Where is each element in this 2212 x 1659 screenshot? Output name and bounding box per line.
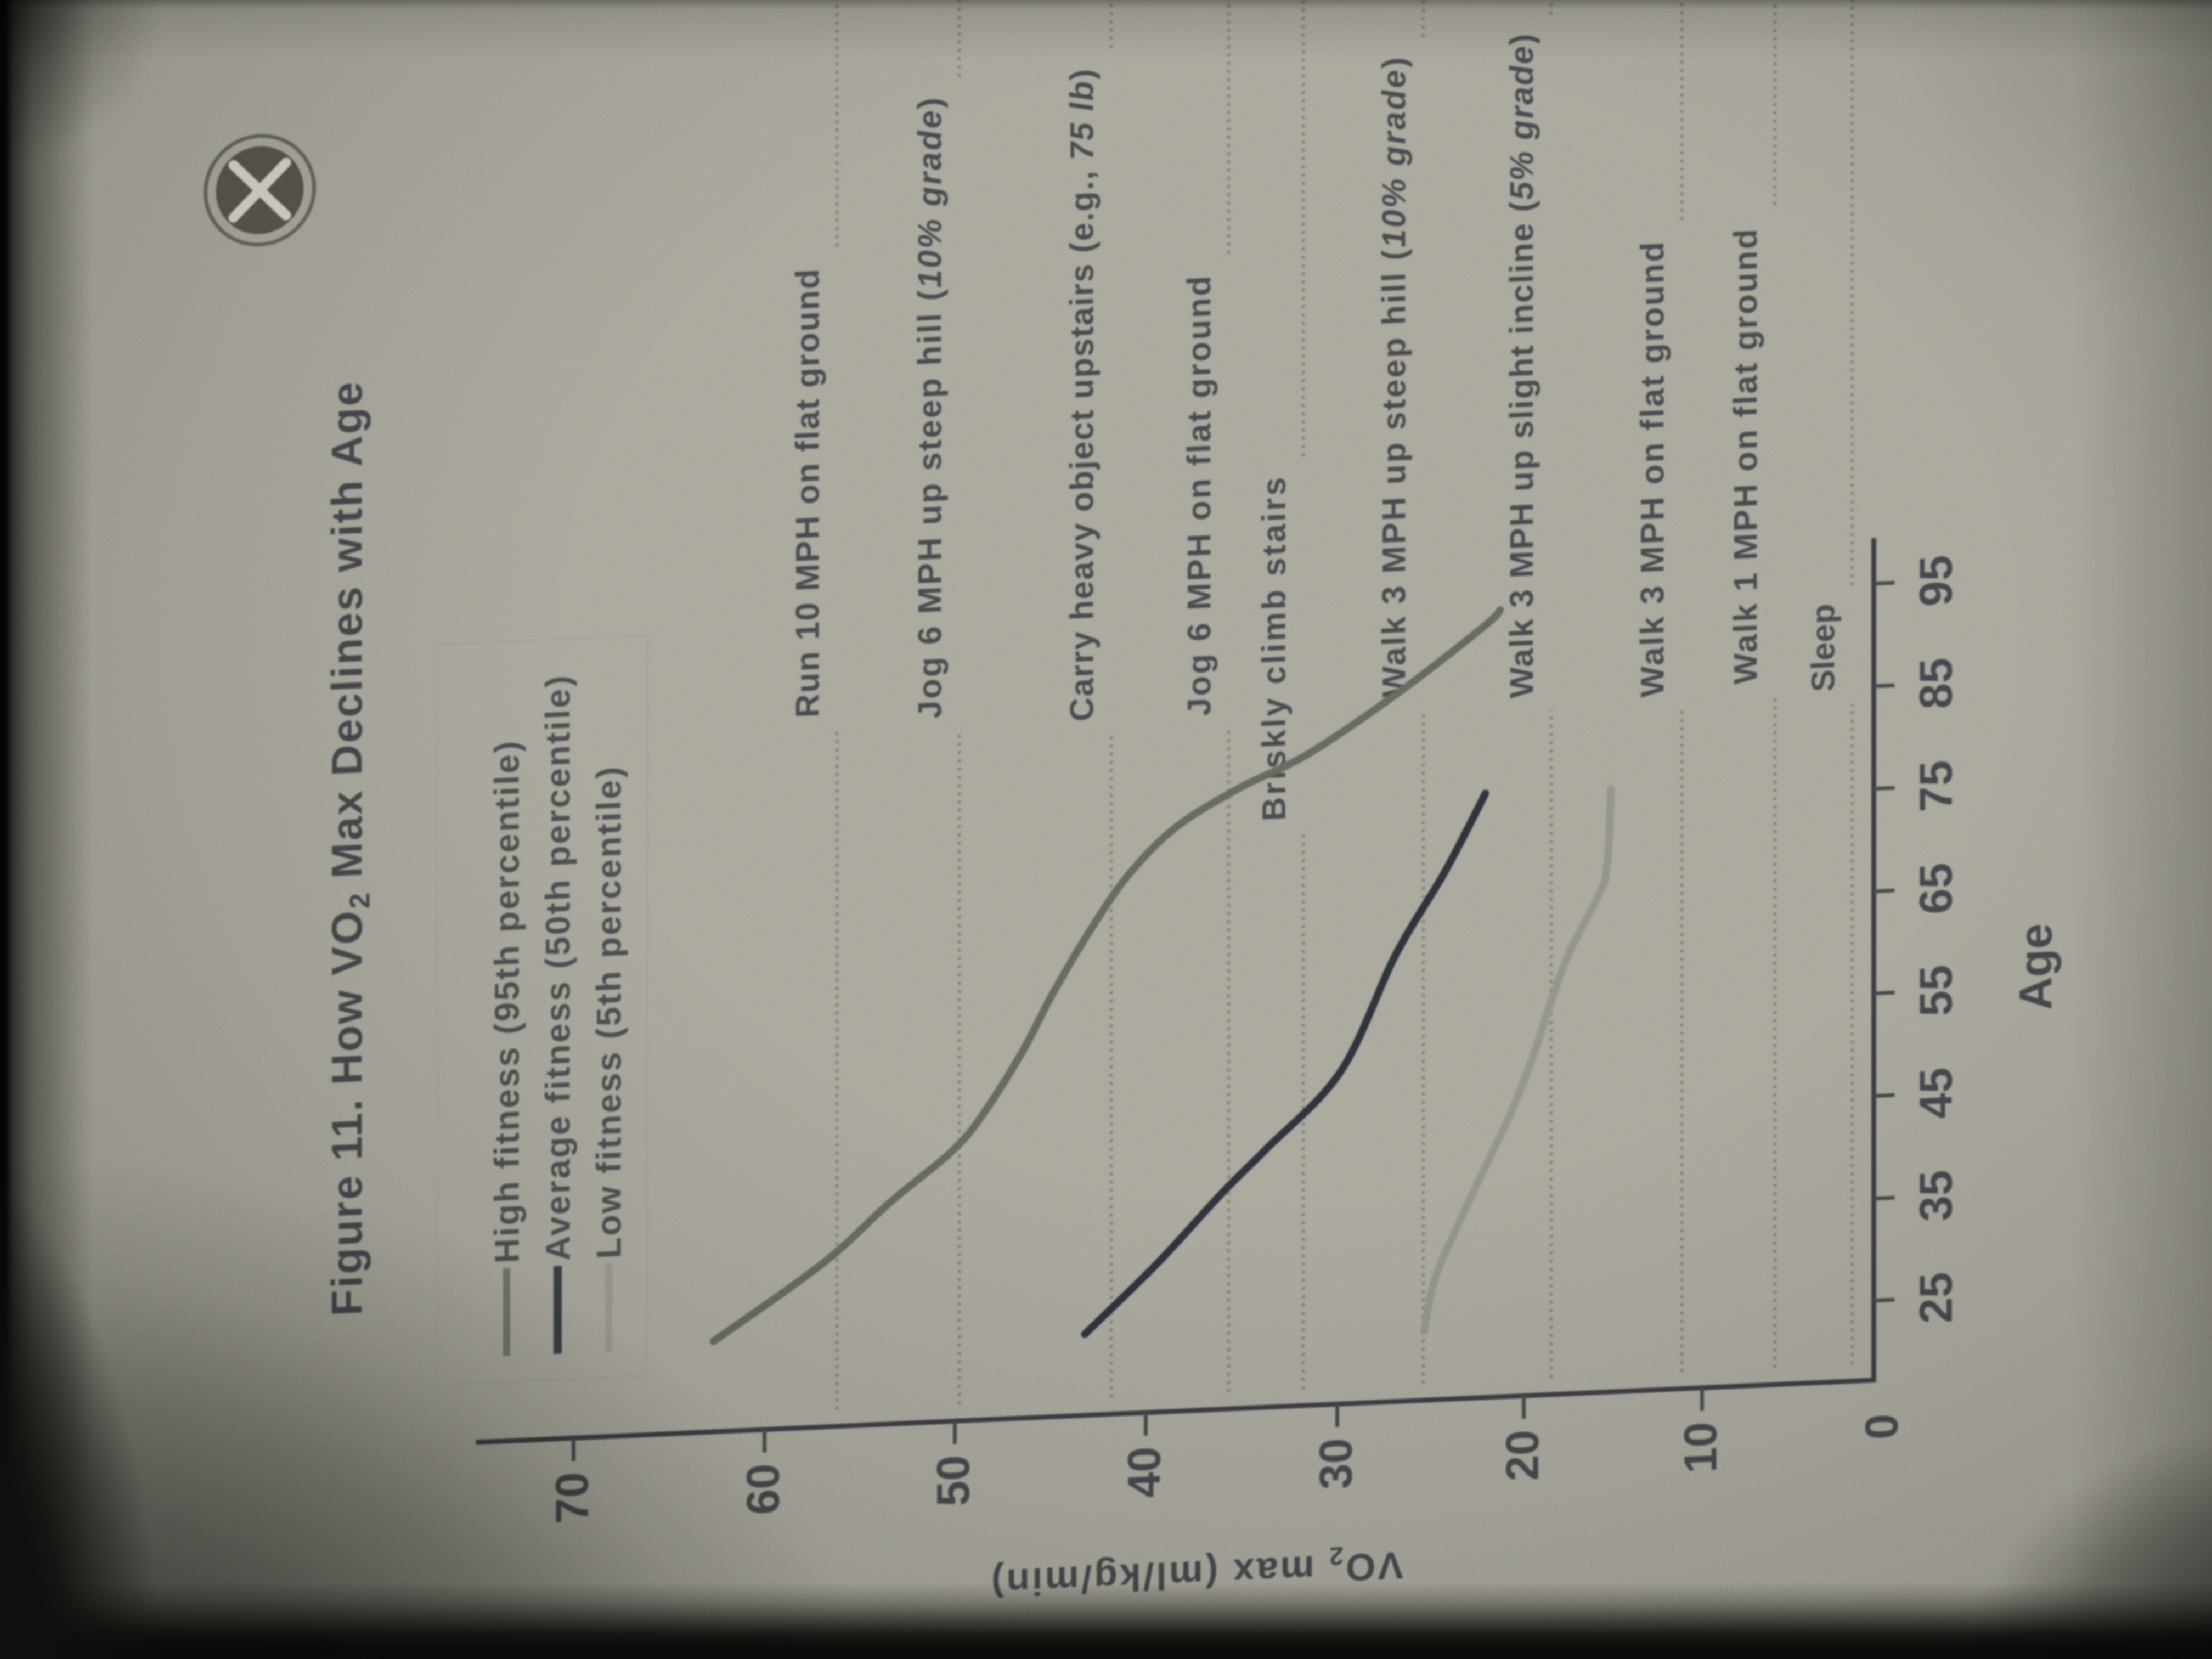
svg-text:35: 35	[1910, 1169, 1962, 1223]
svg-text:95: 95	[1910, 554, 1962, 608]
svg-text:Walk 3 MPH up slight incline (: Walk 3 MPH up slight incline (5% grade)	[1504, 32, 1541, 698]
svg-text:Figure 11. How VO2 Max Decline: Figure 11. How VO2 Max Declines with Age	[323, 380, 376, 1317]
svg-text:65: 65	[1910, 862, 1962, 916]
svg-text:Jog 6 MPH on flat ground: Jog 6 MPH on flat ground	[1181, 273, 1218, 717]
svg-text:Walk 3 MPH up steep hill (10%: Walk 3 MPH up steep hill (10% grade)	[1376, 55, 1413, 698]
svg-text:Carry heavy object upstairs (e: Carry heavy object upstairs (e.g., 75 lb…	[1064, 67, 1101, 723]
svg-text:Sleep: Sleep	[1805, 603, 1842, 692]
svg-text:10: 10	[1675, 1421, 1726, 1475]
svg-text:Average fitness (50th percenti: Average fitness (50th percentile)	[539, 673, 578, 1262]
svg-text:50: 50	[928, 1454, 979, 1508]
svg-text:Walk 3 MPH on flat ground: Walk 3 MPH on flat ground	[1634, 240, 1671, 698]
svg-text:VO2 max (ml/kg/min): VO2 max (ml/kg/min)	[989, 1539, 1403, 1605]
svg-text:40: 40	[1119, 1446, 1170, 1499]
svg-text:60: 60	[737, 1463, 789, 1516]
svg-text:25: 25	[1910, 1271, 1962, 1325]
svg-text:30: 30	[1310, 1437, 1362, 1491]
svg-text:Low fitness (5th percentile): Low fitness (5th percentile)	[590, 764, 629, 1260]
svg-text:75: 75	[1910, 759, 1962, 813]
svg-text:High fitness (95th percentile): High fitness (95th percentile)	[488, 739, 527, 1265]
svg-text:Walk 1 MPH on flat ground: Walk 1 MPH on flat ground	[1728, 227, 1764, 685]
svg-text:70: 70	[546, 1471, 598, 1525]
svg-text:55: 55	[1910, 964, 1962, 1018]
svg-text:Run 10 MPH on flat ground: Run 10 MPH on flat ground	[789, 267, 826, 719]
svg-text:45: 45	[1910, 1066, 1962, 1120]
svg-text:20: 20	[1497, 1429, 1548, 1482]
svg-text:Jog 6 MPH up steep hill (10% g: Jog 6 MPH up steep hill (10% grade)	[912, 95, 949, 720]
svg-text:Age: Age	[2010, 922, 2062, 1012]
svg-text:0: 0	[1856, 1413, 1908, 1441]
svg-text:85: 85	[1910, 657, 1962, 710]
